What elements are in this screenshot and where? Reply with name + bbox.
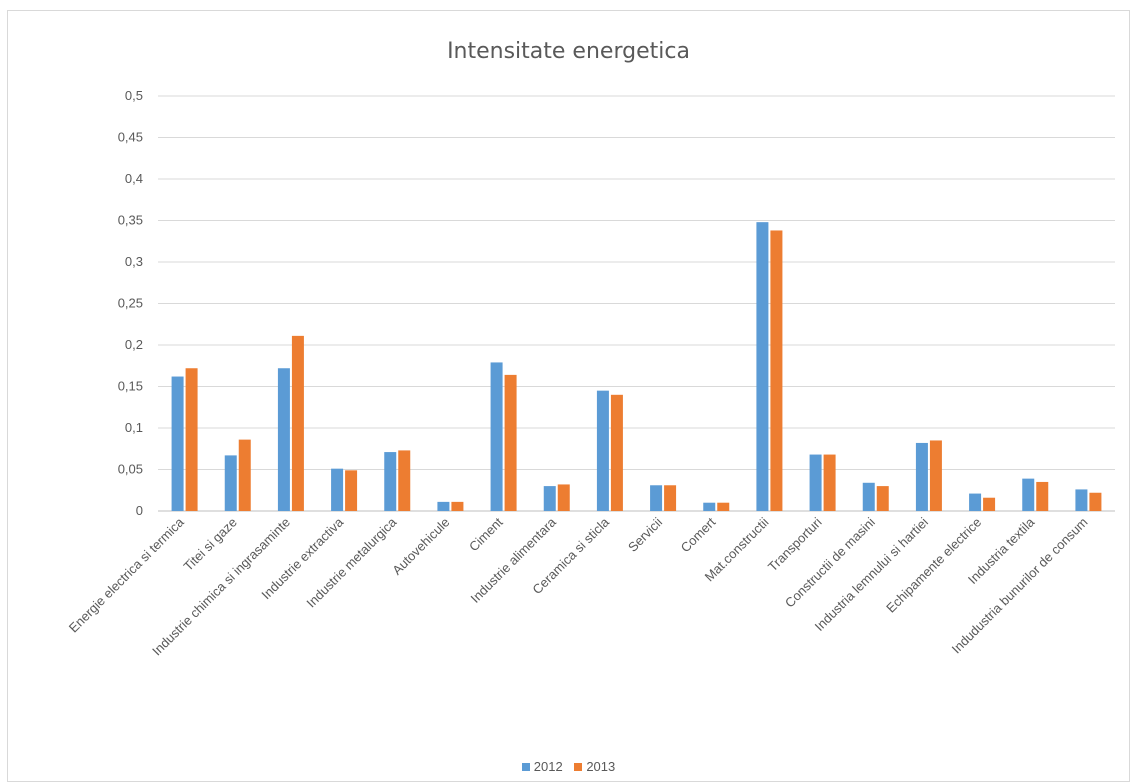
y-tick-label: 0,2 [125, 337, 143, 352]
bar-2012 [277, 368, 290, 511]
bar-2012 [171, 376, 184, 511]
legend: 2012 2013 [8, 758, 1129, 774]
x-tick-label: Autovehicule [389, 515, 452, 578]
y-tick-label: 0,4 [125, 171, 143, 186]
legend-swatch-2013 [574, 762, 583, 771]
bar-2013 [876, 486, 889, 511]
y-tick-label: 0,1 [125, 420, 143, 435]
x-tick-label: Ciment [466, 514, 506, 554]
y-tick-label: 0,5 [125, 88, 143, 103]
bar-2012 [596, 390, 609, 511]
legend-swatch-2012 [521, 762, 530, 771]
y-tick-label: 0,3 [125, 254, 143, 269]
bar-2013 [770, 230, 783, 511]
bar-2012 [703, 502, 716, 511]
x-tick-label: Energie electrica si termica [66, 514, 188, 636]
y-tick-label: 0,45 [118, 130, 143, 145]
bar-2013 [185, 368, 198, 511]
bar-2012 [809, 454, 822, 511]
x-tick-label: Servicii [625, 514, 665, 554]
bar-2013 [610, 394, 623, 511]
bar-2012 [543, 486, 556, 511]
x-tick-label: Echipamente electrice [883, 515, 984, 616]
bar-2013 [983, 497, 996, 511]
bar-2013 [1089, 492, 1102, 511]
x-tick-label: Comert [678, 514, 719, 555]
y-tick-label: 0 [136, 503, 143, 518]
bar-2013 [664, 485, 677, 511]
y-tick-label: 0,35 [118, 213, 143, 228]
bar-2013 [345, 470, 358, 511]
bar-2012 [862, 482, 875, 511]
bar-2012 [650, 485, 663, 511]
bar-2013 [504, 374, 517, 511]
legend-label-2012: 2012 [533, 759, 563, 775]
y-tick-label: 0,05 [118, 462, 143, 477]
legend-label-2013: 2013 [586, 759, 616, 775]
bar-2012 [384, 452, 397, 511]
y-tick-label: 0,25 [118, 296, 143, 311]
bar-2013 [717, 502, 730, 511]
bar-chart: 0 0,05 0,1 0,15 0,2 0,25 0,3 0,35 0,4 0,45 0,5 Ener… [66, 88, 1115, 658]
bar-2013 [823, 454, 836, 511]
bar-2012 [969, 493, 982, 511]
chart-area: Intensitate energetica 0 0,05 0,1 0,15 0,2 0,… [7, 10, 1130, 782]
bar-2012 [1075, 489, 1088, 511]
x-tick-label: Constructii de masini [782, 514, 878, 610]
bar-2013 [557, 484, 570, 511]
bar-2013 [1036, 481, 1049, 511]
bar-2013 [398, 450, 411, 511]
chart-title: Intensitate energetica [447, 39, 690, 64]
bar-2013 [451, 501, 464, 511]
bar-2013 [291, 335, 304, 511]
bar-2012 [224, 455, 237, 511]
x-tick-label: Industrie metalurgica [303, 514, 399, 610]
bar-2012 [437, 501, 450, 511]
y-tick-label: 0,15 [118, 379, 143, 394]
bar-2013 [238, 439, 251, 511]
bar-2012 [1022, 478, 1035, 511]
bar-2012 [490, 362, 503, 511]
bar-2013 [929, 440, 942, 511]
bar-2012 [331, 468, 344, 511]
legend-item-2013: 2013 [574, 758, 615, 774]
bar-2012 [756, 222, 769, 511]
legend-item-2012: 2012 [521, 758, 563, 775]
bar-2012 [915, 442, 928, 511]
